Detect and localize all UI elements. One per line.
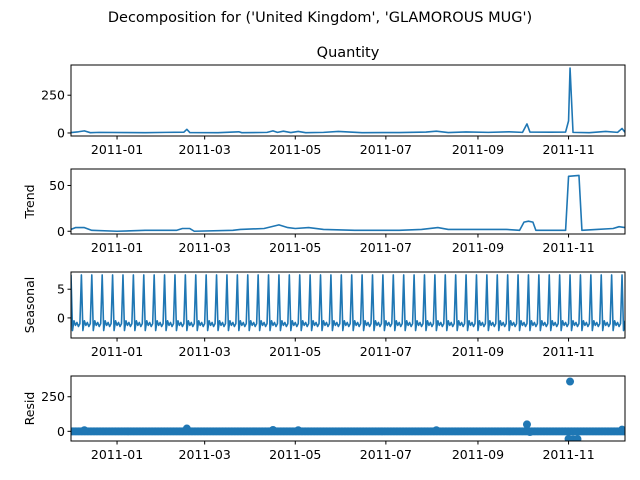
x-tick-label: 2011-11 xyxy=(542,240,594,255)
panel-trend: 0 50 2011-01 2011-03 2011-05 2011-07 2011-09 20… xyxy=(22,168,626,255)
x-tick-label: 2011-09 xyxy=(452,240,504,255)
axes-frame xyxy=(70,271,626,339)
trend-line xyxy=(71,174,625,233)
x-tick-label: 2011-03 xyxy=(179,344,231,359)
x-tick-label: 2011-01 xyxy=(91,240,143,255)
x-tick-label: 2011-11 xyxy=(542,447,594,462)
x-tick-label: 2011-05 xyxy=(269,344,321,359)
x-tick-label: 2011-03 xyxy=(179,240,231,255)
resid-point xyxy=(432,426,441,435)
y-tick-label: 5 xyxy=(57,282,65,297)
resid-point xyxy=(566,377,575,386)
y-tick-label: 0 xyxy=(57,310,65,325)
x-tick-label: 2011-01 xyxy=(91,142,143,157)
panel-seasonal: 0 5 2011-01 2011-03 2011-05 2011-07 2011-09 201… xyxy=(22,271,626,359)
figure-suptitle: Decomposition for ('United Kingdom', 'GL… xyxy=(108,10,532,26)
panel-title: Quantity xyxy=(317,45,380,61)
x-tick-label: 2011-09 xyxy=(452,344,504,359)
x-tick-label: 2011-07 xyxy=(360,447,412,462)
axes-frame xyxy=(70,168,626,235)
x-tick-label: 2011-05 xyxy=(269,240,321,255)
x-tick-label: 2011-03 xyxy=(179,447,231,462)
seasonal-line xyxy=(71,274,625,332)
y-tick-label: 0 xyxy=(57,224,65,239)
resid-point xyxy=(522,420,531,429)
x-tick-label: 2011-07 xyxy=(360,240,412,255)
axes-frame xyxy=(70,375,626,442)
x-tick-label: 2011-09 xyxy=(452,142,504,157)
x-tick-label: 2011-09 xyxy=(452,447,504,462)
x-tick-label: 2011-01 xyxy=(91,447,143,462)
y-tick-label: 0 xyxy=(57,125,65,140)
observed-line xyxy=(71,67,625,134)
axes-frame xyxy=(70,64,626,137)
x-tick-label: 2011-05 xyxy=(269,142,321,157)
resid-point xyxy=(573,435,582,441)
resid-point xyxy=(618,425,625,434)
resid-point xyxy=(294,426,303,435)
x-tick-label: 2011-11 xyxy=(542,344,594,359)
panel-resid: 0 250 2011-01 2011-03 2011-05 2011-07 2011-09 2… xyxy=(22,375,626,462)
resid-point xyxy=(268,425,277,434)
y-tick-label: 50 xyxy=(49,178,65,193)
series-resid xyxy=(71,377,625,441)
x-tick-label: 2011-07 xyxy=(360,344,412,359)
y-tick-label: 0 xyxy=(57,424,65,439)
x-tick-label: 2011-07 xyxy=(360,142,412,157)
x-tick-label: 2011-05 xyxy=(269,447,321,462)
series-trend xyxy=(71,174,625,233)
panel-observed: 0 250 2011-01 2011-03 2011-05 2011-07 2011-09 2… xyxy=(41,45,626,157)
series-observed xyxy=(71,67,625,134)
x-tick-label: 2011-03 xyxy=(179,142,231,157)
x-tick-label: 2011-01 xyxy=(91,344,143,359)
series-seasonal xyxy=(71,274,625,332)
resid-point xyxy=(80,426,89,435)
y-tick-label: 250 xyxy=(41,389,65,404)
panels-group: 0 250 2011-01 2011-03 2011-05 2011-07 2011-09 2… xyxy=(22,45,626,462)
resid-point xyxy=(182,424,191,433)
resid-point xyxy=(525,428,534,437)
x-tick-label: 2011-11 xyxy=(542,142,594,157)
y-axis-label: Resid xyxy=(22,392,37,426)
y-axis-label: Seasonal xyxy=(22,277,37,334)
y-axis-label: Trend xyxy=(22,184,37,219)
y-tick-label: 250 xyxy=(41,88,65,103)
